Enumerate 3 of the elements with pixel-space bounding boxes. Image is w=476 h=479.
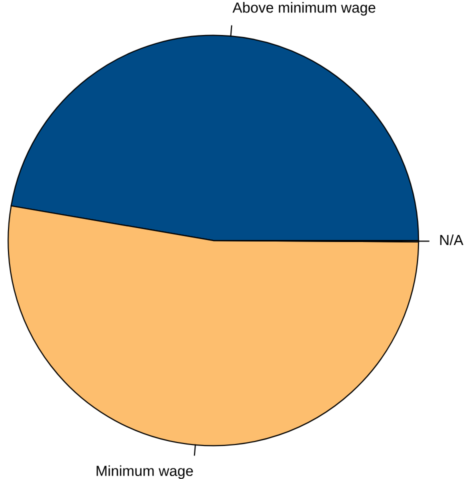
slice-label: N/A — [440, 234, 464, 246]
slice-label: Minimum wage — [96, 465, 193, 479]
slice-label: Above minimum wage — [232, 2, 376, 16]
